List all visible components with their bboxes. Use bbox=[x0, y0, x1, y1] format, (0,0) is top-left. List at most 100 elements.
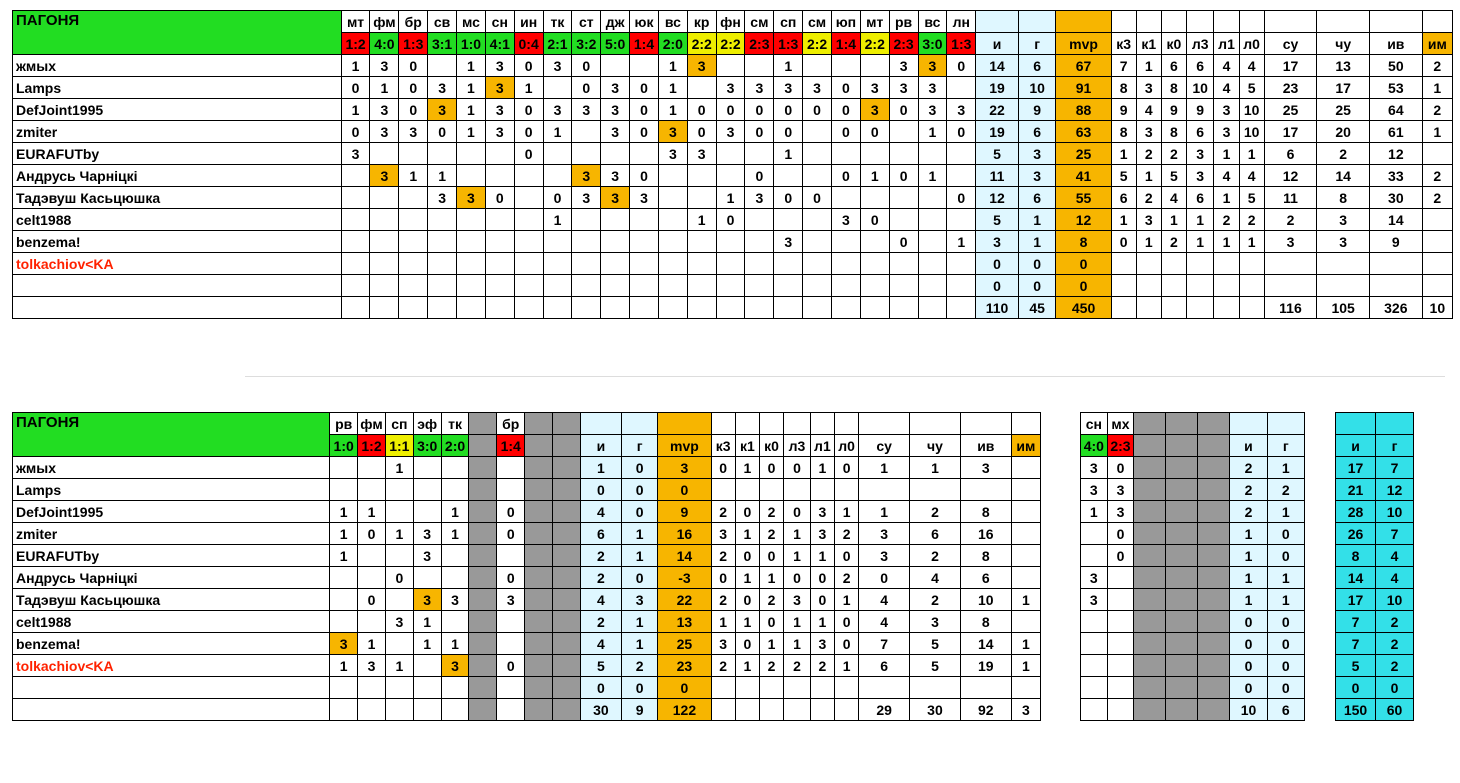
stat-header-blank bbox=[579, 412, 622, 435]
match-points bbox=[1080, 522, 1108, 545]
player-name: жмых bbox=[11, 456, 331, 479]
player-name bbox=[12, 296, 342, 319]
match-points bbox=[329, 588, 359, 611]
stat-value: 2 bbox=[710, 588, 736, 611]
match-points bbox=[524, 500, 553, 523]
third-table: сн мх 4:0 2:3 и г 3 0 2 1 3 3 2 2 1 3 2 1 0 1 0 0 1 0 3 1 1 3 1 1 0 0 0 0… bbox=[1080, 412, 1306, 721]
match-points: 0 bbox=[773, 120, 804, 143]
match-opponent: рв bbox=[888, 10, 919, 33]
match-points bbox=[773, 252, 804, 275]
match-points bbox=[551, 522, 581, 545]
stat-value: 3 bbox=[858, 522, 911, 545]
match-points: 3 bbox=[917, 76, 948, 99]
match-points bbox=[468, 500, 498, 523]
stat-value: 4 bbox=[579, 500, 622, 523]
stat-header-blank bbox=[809, 412, 836, 435]
stat-header: су bbox=[1263, 32, 1318, 55]
match-points bbox=[1080, 610, 1108, 633]
stat-header: им bbox=[1421, 32, 1454, 55]
stat-header: ив bbox=[1368, 32, 1423, 55]
total-value: 17 bbox=[1335, 588, 1376, 611]
total-value: 28 bbox=[1335, 500, 1376, 523]
stat-value: 6 bbox=[1263, 142, 1318, 165]
stat-value: 5 bbox=[579, 654, 622, 677]
match-points bbox=[888, 296, 919, 319]
match-points bbox=[468, 544, 498, 567]
match-points: 0 bbox=[1106, 456, 1135, 479]
table-row: EURAFUTby 3 0 3 3 1 5 3 25 1 2 2 3 1 1 6 2 12 bbox=[12, 142, 1454, 165]
stat-value: 1 bbox=[1010, 654, 1042, 677]
stat-value bbox=[1010, 544, 1042, 567]
stat-value: 8 bbox=[959, 610, 1012, 633]
match-score bbox=[1197, 434, 1231, 457]
stat-value: 19 bbox=[975, 120, 1019, 143]
stat-value: 3 bbox=[783, 588, 811, 611]
match-points bbox=[484, 164, 515, 187]
stat-value: 1 bbox=[734, 566, 760, 589]
stat-value: 22 bbox=[975, 98, 1019, 121]
stat-value: 0 bbox=[1229, 676, 1268, 699]
match-points: 3 bbox=[340, 142, 371, 165]
match-points bbox=[427, 274, 458, 297]
match-points bbox=[1080, 654, 1108, 677]
stat-value: 3 bbox=[809, 632, 836, 655]
stat-value: 2 bbox=[758, 522, 785, 545]
stat-value: 1 bbox=[1229, 566, 1268, 589]
match-score: 1:4 bbox=[496, 434, 526, 457]
total-value: 7 bbox=[1375, 456, 1414, 479]
match-points bbox=[802, 54, 832, 77]
stat-header: г bbox=[1266, 434, 1306, 457]
stat-value: 7 bbox=[858, 632, 911, 655]
stat-value: 1 bbox=[710, 610, 736, 633]
match-points: 3 bbox=[484, 54, 515, 77]
stat-value bbox=[1160, 252, 1187, 275]
match-points bbox=[773, 274, 804, 297]
match-opponent: вс bbox=[657, 10, 688, 33]
match-points bbox=[468, 478, 498, 501]
stat-value: 1 bbox=[620, 544, 659, 567]
match-opponent bbox=[1165, 412, 1199, 435]
stat-header-blank bbox=[833, 412, 860, 435]
stat-value bbox=[809, 698, 836, 721]
stat-value: 0 bbox=[1266, 610, 1306, 633]
match-points bbox=[1106, 588, 1135, 611]
match-points bbox=[1133, 698, 1167, 721]
match-points: 0 bbox=[513, 142, 544, 165]
match-points bbox=[340, 252, 371, 275]
table-row: 110 45 450 116 105 326 10 bbox=[12, 296, 1454, 319]
match-score bbox=[468, 434, 498, 457]
table-row: 150 60 bbox=[1335, 698, 1414, 721]
match-points: 1 bbox=[329, 500, 359, 523]
stat-header: и bbox=[1335, 434, 1376, 457]
match-opponent: тк bbox=[542, 10, 573, 33]
match-points bbox=[917, 252, 948, 275]
match-points bbox=[524, 632, 553, 655]
match-points bbox=[496, 676, 526, 699]
match-points bbox=[412, 500, 442, 523]
stat-value bbox=[734, 478, 760, 501]
stat-value bbox=[1185, 296, 1215, 319]
match-points bbox=[686, 76, 717, 99]
match-points bbox=[496, 544, 526, 567]
match-points bbox=[412, 676, 442, 699]
match-opponent: св bbox=[427, 10, 458, 33]
stat-value: 110 bbox=[975, 296, 1019, 319]
stat-value: 2 bbox=[1421, 54, 1454, 77]
match-points bbox=[513, 164, 544, 187]
stat-value: 41 bbox=[1055, 164, 1112, 187]
match-points: 1 bbox=[440, 522, 470, 545]
match-points: 3 bbox=[440, 588, 470, 611]
stat-value: 4 bbox=[579, 588, 622, 611]
stat-value: 4 bbox=[1213, 164, 1240, 187]
match-points: 1 bbox=[715, 186, 746, 209]
match-points: 0 bbox=[830, 98, 861, 121]
match-points bbox=[456, 208, 486, 231]
stat-value: 2 bbox=[1160, 230, 1187, 253]
stat-value bbox=[1010, 610, 1042, 633]
match-points: 1 bbox=[427, 164, 458, 187]
stat-value: 16 bbox=[959, 522, 1012, 545]
match-points: 0 bbox=[384, 566, 414, 589]
stat-value: 0 bbox=[1110, 230, 1137, 253]
